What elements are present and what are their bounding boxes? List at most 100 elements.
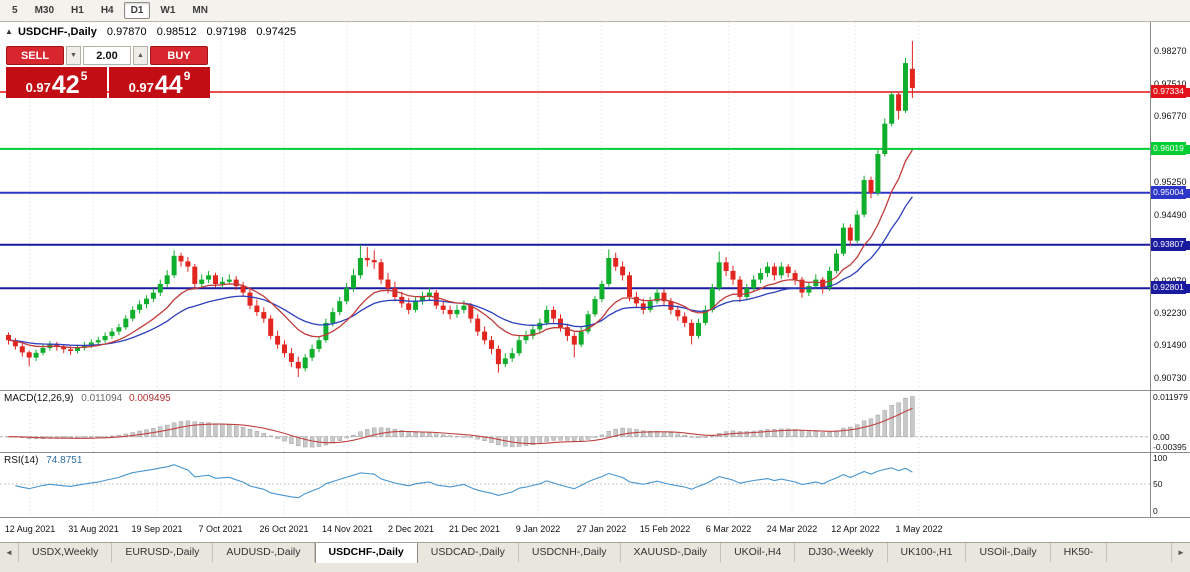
macd-signal-line	[8, 407, 913, 445]
timeframe-button-mn[interactable]: MN	[192, 5, 208, 16]
chart-header: ▲ USDCHF-,Daily 0.97870 0.98512 0.97198 …	[5, 26, 296, 38]
timeframe-button-h1[interactable]: H1	[71, 5, 84, 16]
timeframe-button-h4[interactable]: H4	[100, 5, 114, 16]
chart-tab-audusd-daily[interactable]: AUDUSD-,Daily	[213, 543, 315, 562]
ohlc-open: 0.97870	[106, 26, 147, 38]
price-axis[interactable]: 0.982700.975100.967700.960100.952500.944…	[1150, 22, 1190, 390]
price-axis-tick: 0.91490	[1154, 340, 1187, 350]
level-edge-mark	[1186, 88, 1190, 97]
date-label: 2 Dec 2021	[387, 524, 435, 534]
chart-tab-hk50[interactable]: HK50-	[1051, 543, 1108, 562]
level-price-box: 0.97334	[1151, 85, 1186, 98]
tabs-scroll-right-button[interactable]: ►	[1171, 543, 1190, 562]
tabs-scroll-left-button[interactable]: ◄	[0, 543, 19, 562]
macd-axis[interactable]: 0.011979 0.00 -0.00395	[1150, 391, 1190, 452]
level-price-box: 0.93807	[1151, 238, 1186, 251]
rsi-label: RSI(14) 74.8751	[4, 455, 82, 466]
date-label: 31 Aug 2021	[68, 524, 119, 534]
candles	[6, 41, 915, 377]
level-price-box: 0.95004	[1151, 186, 1186, 199]
rsi-axis-tick: 100	[1153, 453, 1168, 463]
gridlines	[29, 22, 920, 390]
trade-prices-row: 0.97 42 5 0.97 44 9	[6, 67, 210, 98]
date-label: 21 Dec 2021	[448, 524, 501, 534]
chart-tab-usdchf-daily[interactable]: USDCHF-,Daily	[314, 543, 418, 563]
level-edge-mark	[1186, 284, 1190, 293]
macd-name: MACD(12,26,9)	[4, 393, 74, 404]
date-label: 19 Sep 2021	[131, 524, 183, 534]
buy-button[interactable]: BUY	[150, 46, 208, 65]
timeframe-button-w1[interactable]: W1	[160, 5, 176, 16]
date-label: 26 Oct 2021	[259, 524, 309, 534]
chart-tab-usdcnh-daily[interactable]: USDCNH-,Daily	[519, 543, 621, 562]
sell-button[interactable]: SELL	[6, 46, 64, 65]
rsi-axis[interactable]: 100 50 0	[1150, 453, 1190, 517]
macd-canvas[interactable]	[0, 391, 1150, 452]
price-axis-tick: 0.95250	[1154, 177, 1187, 187]
chart-tab-usdx-weekly[interactable]: USDX,Weekly	[19, 543, 113, 562]
timeframe-button-d1[interactable]: D1	[123, 2, 151, 19]
one-click-collapse-icon[interactable]: ▲	[5, 27, 13, 36]
macd-axis-tick: 0.011979	[1153, 392, 1188, 402]
buy-price-prefix: 0.97	[128, 80, 154, 95]
sell-price-pip: 5	[80, 69, 88, 83]
level-edge-mark	[1186, 189, 1190, 198]
one-click-trading-panel: SELL ▼ 2.00 ▲ BUY 0.97 42 5 0.97 44 9	[6, 46, 210, 98]
trade-controls-row: SELL ▼ 2.00 ▲ BUY	[6, 46, 210, 65]
date-label: 12 Aug 2021	[4, 524, 56, 534]
date-label: 12 Apr 2022	[831, 524, 880, 534]
chart-tab-xauusd-daily[interactable]: XAUUSD-,Daily	[621, 543, 722, 562]
buy-price-main: 44	[154, 71, 183, 99]
rsi-line	[15, 464, 913, 499]
chart-tab-ukoil-h4[interactable]: UKOil-,H4	[721, 543, 796, 562]
timeframe-button-m30[interactable]: M30	[34, 5, 55, 16]
chart-tab-usoil-daily[interactable]: USOil-,Daily	[966, 543, 1051, 562]
rsi-canvas[interactable]	[0, 453, 1150, 517]
rsi-name: RSI(14)	[4, 455, 39, 466]
chart-tab-usdcad-daily[interactable]: USDCAD-,Daily	[418, 543, 519, 562]
macd-axis-tick: -0.00395	[1153, 442, 1187, 452]
date-label: 9 Jan 2022	[515, 524, 561, 534]
price-axis-tick: 0.90730	[1154, 373, 1187, 383]
ohlc-close: 0.97425	[256, 26, 297, 38]
ohlc-high: 0.98512	[156, 26, 197, 38]
date-label: 27 Jan 2022	[576, 524, 627, 534]
level-price-box: 0.92801	[1151, 281, 1186, 294]
buy-price-pip: 9	[183, 69, 191, 83]
buy-price-display[interactable]: 0.97 44 9	[109, 67, 210, 98]
macd-histogram	[6, 396, 915, 448]
price-axis-tick: 0.98270	[1154, 46, 1187, 56]
volume-increase-button[interactable]: ▲	[133, 46, 148, 65]
date-label: 14 Nov 2021	[321, 524, 374, 534]
level-edge-mark	[1186, 145, 1190, 154]
level-edge-mark	[1186, 241, 1190, 250]
rsi-value: 74.8751	[46, 455, 83, 466]
level-price-box: 0.96019	[1151, 142, 1186, 155]
tabs-list: USDX,Weekly EURUSD-,Daily AUDUSD-,Daily USD…	[19, 543, 1171, 563]
volume-input[interactable]: 2.00	[83, 46, 131, 65]
rsi-axis-tick: 50	[1153, 479, 1163, 489]
chart-tab-uk100-h1[interactable]: UK100-,H1	[888, 543, 967, 562]
sell-price-main: 42	[51, 71, 80, 99]
date-label: 6 Mar 2022	[705, 524, 752, 534]
chart-tab-dj30-weekly[interactable]: DJ30-,Weekly	[795, 543, 888, 562]
ohlc-low: 0.97198	[206, 26, 247, 38]
macd-label: MACD(12,26,9) 0.011094 0.009495	[4, 393, 171, 404]
date-axis[interactable]: 12 Aug 2021 31 Aug 2021 19 Sep 2021 7 Oct 2…	[0, 517, 1190, 542]
price-axis-tick: 0.92230	[1154, 308, 1187, 318]
macd-signal-value: 0.009495	[129, 393, 171, 404]
timeframe-button-5[interactable]: 5	[12, 5, 18, 16]
sell-price-prefix: 0.97	[25, 80, 51, 95]
macd-main-value: 0.011094	[81, 393, 123, 404]
date-label: 24 Mar 2022	[766, 524, 818, 534]
sell-price-display[interactable]: 0.97 42 5	[6, 67, 107, 98]
price-axis-tick: 0.96770	[1154, 111, 1187, 121]
price-chart-panel: 0.982700.975100.967700.960100.952500.944…	[0, 22, 1190, 390]
volume-decrease-button[interactable]: ▼	[66, 46, 81, 65]
rsi-axis-tick: 0	[1153, 506, 1158, 516]
chart-tabs-bar: ◄ USDX,Weekly EURUSD-,Daily AUDUSD-,Daily U…	[0, 542, 1190, 572]
macd-panel: 0.011979 0.00 -0.00395 MACD(12,26,9) 0.011…	[0, 390, 1190, 452]
chart-tab-eurusd-daily[interactable]: EURUSD-,Daily	[112, 543, 214, 562]
price-axis-tick: 0.94490	[1154, 210, 1187, 220]
